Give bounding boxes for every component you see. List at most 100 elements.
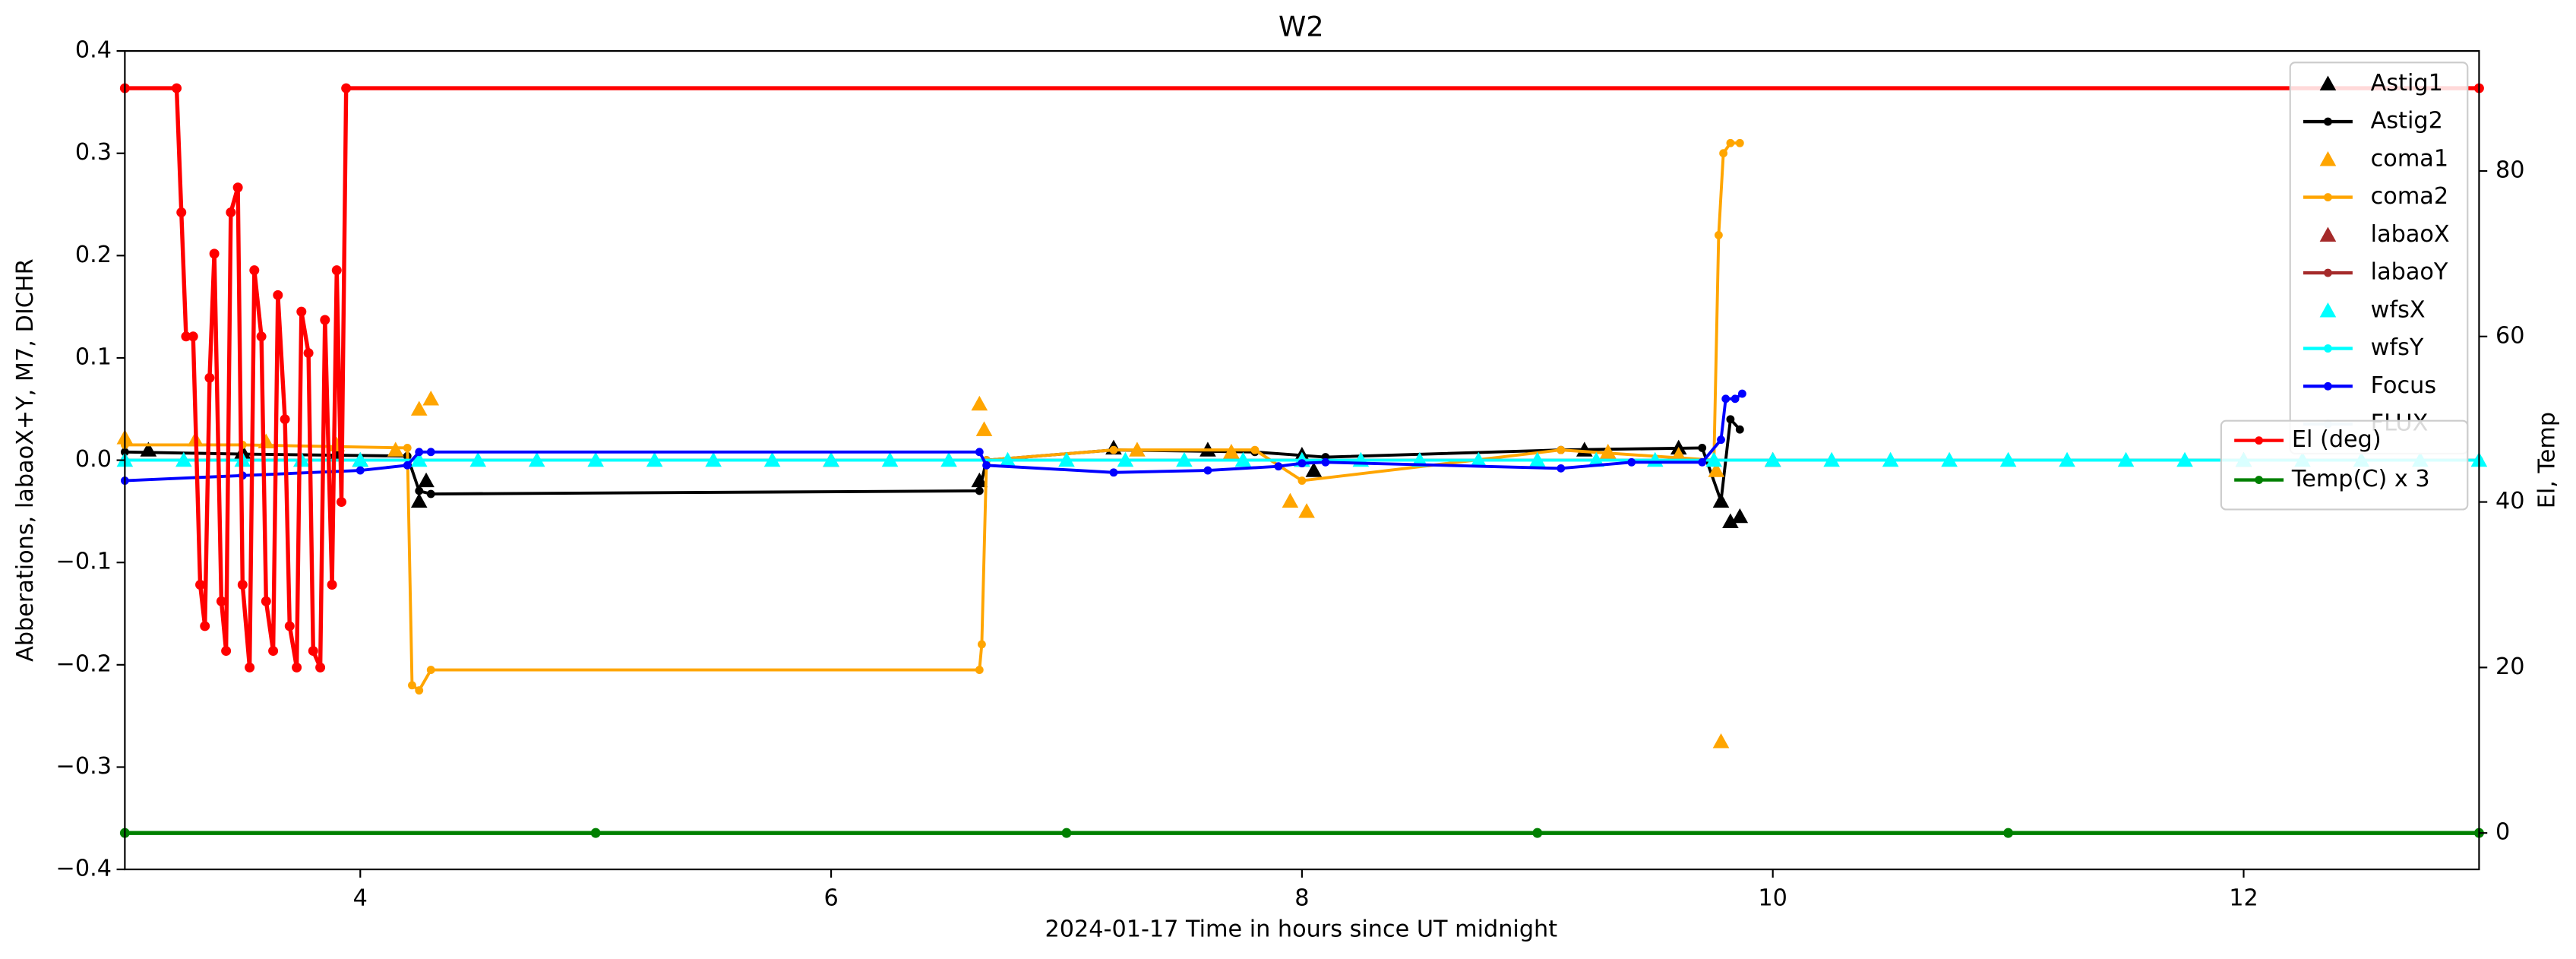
data-point [1557, 445, 1566, 454]
series-line [125, 141, 1740, 693]
y-tick-label: 0.1 [75, 343, 112, 370]
y2-tick-label: 60 [2495, 322, 2525, 349]
data-point [2003, 828, 2014, 838]
data-point [403, 461, 412, 470]
y-tick-label: −0.2 [56, 650, 112, 677]
data-point [341, 83, 352, 93]
data-point [1297, 459, 1307, 468]
data-point [1298, 503, 1315, 518]
legend-marker [2319, 75, 2337, 90]
data-point [403, 444, 412, 452]
data-point [315, 662, 326, 673]
data-point [410, 400, 428, 416]
x-tick-label: 4 [353, 885, 368, 912]
legend-marker [2324, 344, 2332, 353]
series-line [125, 392, 1743, 483]
data-point [1726, 138, 1735, 147]
y2-tick-label: 20 [2495, 654, 2525, 680]
data-point [216, 596, 226, 606]
data-point [320, 315, 330, 325]
legend-label: El (deg) [2292, 426, 2382, 453]
data-point [268, 646, 279, 657]
data-point [195, 579, 206, 590]
data-point [1203, 466, 1212, 475]
legend-marker [2324, 193, 2332, 201]
data-point [284, 621, 295, 631]
data-point [237, 579, 248, 590]
chart-title: W2 [1279, 10, 1324, 43]
data-point [1698, 457, 1707, 467]
legend-label: Astig2 [2371, 108, 2443, 135]
data-point [971, 395, 988, 411]
data-point [280, 414, 290, 425]
legend-label: labaoY [2371, 259, 2448, 286]
data-point [1712, 733, 1730, 749]
data-point [1557, 464, 1566, 473]
data-point [1250, 445, 1260, 454]
data-point [226, 207, 236, 217]
data-point [296, 306, 307, 317]
data-point [1282, 492, 1299, 508]
data-point [1735, 425, 1744, 434]
data-point [1731, 394, 1740, 404]
data-point [978, 640, 986, 649]
data-point [245, 662, 255, 673]
data-point [1715, 231, 1723, 239]
data-point [1719, 149, 1728, 158]
data-point [204, 372, 215, 383]
data-point [418, 472, 435, 488]
data-point [1532, 828, 1543, 838]
legend-marker [2324, 268, 2332, 277]
legend-label: Focus [2371, 372, 2436, 399]
legend-label: wfsX [2371, 296, 2426, 323]
legend-marker [2324, 381, 2332, 391]
legend-label: wfsY [2371, 334, 2424, 361]
data-point [1305, 462, 1323, 477]
data-point [1321, 457, 1330, 467]
data-point [356, 466, 365, 475]
data-point [181, 331, 191, 342]
data-point [975, 486, 984, 495]
legend-marker [2255, 436, 2264, 445]
data-point [590, 828, 601, 838]
data-point [1731, 508, 1749, 524]
data-point [426, 666, 435, 674]
data-point [971, 472, 988, 488]
legend-label: Astig1 [2371, 70, 2443, 97]
data-point [292, 662, 302, 673]
data-point [176, 207, 187, 217]
x-axis-label: 2024-01-17 Time in hours since UT midnig… [1045, 916, 1558, 943]
data-point [200, 621, 210, 631]
data-point [422, 391, 440, 406]
y-tick-label: 0.0 [75, 446, 112, 473]
data-point [1698, 444, 1707, 452]
data-point [1717, 435, 1725, 445]
data-point [426, 489, 435, 498]
data-point [303, 348, 314, 359]
y-tick-label: −0.1 [56, 549, 112, 575]
data-point [410, 492, 428, 508]
y-axis-label: Abberations, labaoX+Y, M7, DICHR [12, 258, 39, 662]
data-point [1109, 445, 1118, 454]
legend: Astig1 Astig2 coma1 coma2 labaoX labaoY wfsX wf… [2220, 62, 2469, 511]
data-point [415, 686, 424, 695]
data-point [982, 461, 991, 470]
y-tick-label: 0.2 [75, 242, 112, 268]
data-point [1735, 138, 1744, 147]
data-point [975, 666, 984, 674]
legend-label: coma2 [2371, 183, 2448, 210]
data-point [172, 83, 182, 93]
legend-marker [2319, 302, 2337, 318]
y2-tick-label: 0 [2495, 819, 2510, 846]
data-point [975, 448, 984, 457]
data-point [1726, 415, 1735, 424]
data-point [261, 596, 271, 606]
data-point [1721, 394, 1731, 404]
legend-marker [2255, 476, 2264, 484]
data-point [1061, 828, 1072, 838]
data-point [591, 456, 600, 464]
data-point [249, 265, 260, 276]
data-point [232, 182, 243, 193]
x-tick-label: 8 [1294, 885, 1309, 912]
